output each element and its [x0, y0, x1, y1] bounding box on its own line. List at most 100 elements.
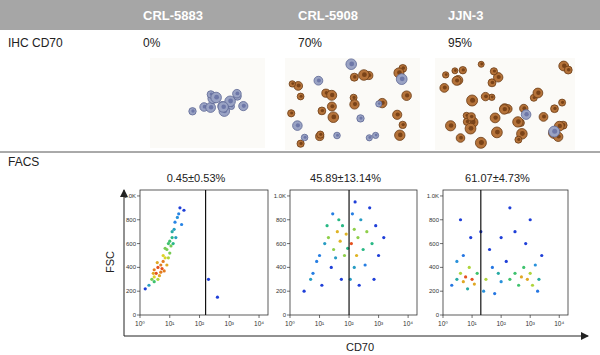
cell-nucleus — [336, 134, 339, 137]
x-axis-label: CD70 — [346, 341, 374, 353]
cell-nucleus — [321, 109, 324, 112]
facs-plot: 45.89±13.14%10⁰10¹10²10³10⁴0200400600800… — [274, 172, 417, 327]
event-point — [536, 290, 539, 293]
stained-cell — [288, 110, 295, 117]
event-point — [505, 260, 508, 263]
y-tick-label: 400 — [276, 264, 287, 270]
event-point — [468, 266, 471, 269]
event-point — [160, 267, 163, 270]
cell-nucleus — [445, 73, 448, 76]
event-point — [488, 248, 491, 251]
event-point — [534, 263, 537, 266]
cell-nucleus — [353, 102, 357, 106]
event-point — [382, 236, 385, 239]
y-tick — [137, 243, 140, 244]
plot-title: 45.89±13.14% — [310, 172, 381, 184]
y-axis-label: FSC — [104, 251, 116, 273]
x-tick-label: 10² — [195, 320, 205, 327]
x-tick — [319, 315, 320, 318]
stained-cell — [492, 127, 503, 138]
y-tick-label: 1.0K — [427, 193, 439, 199]
y-tick — [137, 291, 140, 292]
gate-line — [348, 190, 349, 315]
stained-cell — [490, 68, 497, 75]
x-tick — [169, 315, 170, 318]
cell-nucleus — [402, 123, 405, 126]
unstained-cell — [334, 132, 341, 139]
y-tick-label: 600 — [429, 241, 440, 247]
event-point — [513, 272, 516, 275]
cell-nucleus — [290, 111, 293, 114]
cell-nucleus — [443, 86, 447, 90]
stained-cell — [467, 113, 475, 121]
unstained-cell — [218, 102, 228, 112]
stained-cell — [327, 90, 337, 100]
cell-nucleus — [517, 138, 520, 141]
event-point — [171, 236, 174, 239]
x-tick — [443, 315, 444, 318]
y-tick-label: 200 — [126, 288, 137, 294]
cell-nucleus — [495, 130, 500, 135]
event-point — [320, 284, 323, 287]
stained-cell — [399, 121, 406, 128]
event-point — [370, 242, 373, 245]
event-point — [365, 230, 368, 233]
unstained-cell — [521, 110, 531, 120]
event-point — [356, 236, 359, 239]
stained-cell — [452, 68, 458, 74]
event-point — [152, 272, 155, 275]
unstained-cell — [293, 121, 303, 131]
x-tick — [501, 315, 502, 318]
y-tick-label: 600 — [126, 241, 137, 247]
unstained-cell — [549, 126, 560, 137]
unstained-cell — [396, 74, 407, 85]
y-tick-label: 600 — [276, 241, 287, 247]
event-point — [216, 296, 219, 299]
plot-frame — [290, 190, 417, 315]
x-tick-label: 10³ — [225, 320, 235, 327]
unstained-cell — [233, 89, 242, 98]
stained-cell — [328, 112, 339, 123]
cell-nucleus — [552, 129, 557, 134]
event-point — [526, 278, 529, 281]
event-point — [450, 284, 453, 287]
x-tick — [349, 315, 350, 318]
cell-nucleus — [520, 131, 525, 136]
facs-plot: 0.45±0.53%10⁰10¹10²10³10⁴02004006008001.… — [124, 172, 268, 327]
cell-nucleus — [317, 78, 321, 82]
event-point — [165, 263, 168, 266]
cell-nucleus — [503, 107, 507, 111]
points — [450, 206, 543, 295]
event-point — [351, 212, 354, 215]
stained-cell — [515, 136, 522, 143]
cell-nucleus — [291, 82, 294, 85]
event-point — [309, 278, 312, 281]
x-tick-label: 10⁰ — [438, 320, 448, 327]
x-tick-label: 10⁴ — [554, 320, 564, 327]
cell-nucleus — [455, 79, 459, 83]
event-point — [537, 278, 540, 281]
cell-nucleus — [209, 105, 213, 109]
event-point — [163, 269, 166, 272]
event-point — [497, 272, 500, 275]
stained-cell — [440, 84, 449, 93]
x-tick — [140, 315, 141, 318]
figure: CRL-5883CRL-5908JJN-3IHC CD700%70%95%FAC… — [0, 0, 600, 355]
cell-nucleus — [378, 102, 381, 105]
event-point — [368, 206, 371, 209]
unstained-cell — [301, 134, 308, 141]
event-point — [473, 282, 476, 285]
event-point — [177, 212, 180, 215]
event-point — [353, 228, 356, 231]
stained-cell — [402, 91, 412, 101]
column-header: JJN-3 — [448, 8, 483, 23]
unstained-cell — [211, 92, 222, 103]
event-point — [462, 280, 465, 283]
y-tick — [287, 267, 290, 268]
stained-cell — [393, 110, 402, 119]
event-point — [302, 290, 305, 293]
y-tick — [287, 219, 290, 220]
cell-nucleus — [330, 104, 334, 108]
x-tick — [259, 315, 260, 318]
header-band — [0, 0, 600, 30]
